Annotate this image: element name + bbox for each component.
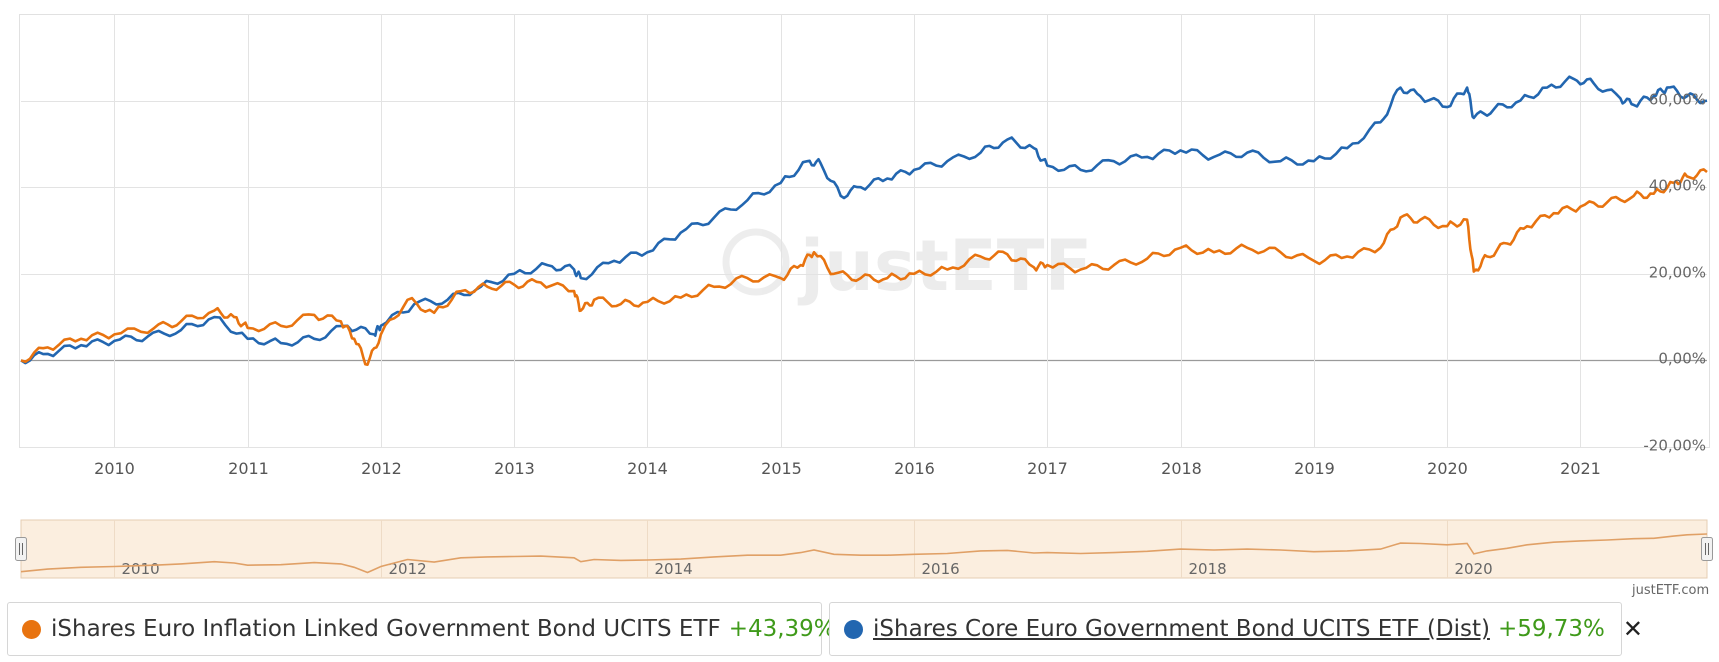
x-tick-label: 2018 <box>1161 459 1202 478</box>
legend-color-dot <box>844 620 863 639</box>
legend-item-core-gov-bond[interactable]: iShares Core Euro Government Bond UCITS … <box>829 602 1622 656</box>
navigator-tick-label: 2020 <box>1455 560 1493 578</box>
legend-item-inflation-linked[interactable]: iShares Euro Inflation Linked Government… <box>7 602 822 656</box>
y-tick-label: 40,00% <box>1649 177 1706 195</box>
y-tick-label: 0,00% <box>1658 350 1706 368</box>
x-axis: 2010 2011 2012 2013 2014 2015 2016 2017 2018 2019… <box>94 459 1601 478</box>
credit-link[interactable]: justETF.com <box>1632 583 1709 598</box>
navigator-tick-label: 2016 <box>922 560 960 578</box>
navigator[interactable]: 2010 2012 2014 2016 2018 2020 <box>16 520 1713 578</box>
navigator-tick-label: 2018 <box>1189 560 1227 578</box>
chart-widget: justETF 60,00% 40,00% 20,00% 0,00% -20,00% 2… <box>0 0 1719 662</box>
x-tick-label: 2017 <box>1027 459 1068 478</box>
x-tick-label: 2014 <box>627 459 668 478</box>
legend-series-performance: +59,73% <box>1498 616 1605 642</box>
x-tick-label: 2020 <box>1427 459 1468 478</box>
remove-series-icon[interactable]: ✕ <box>1623 615 1643 643</box>
x-tick-label: 2010 <box>94 459 135 478</box>
navigator-tick-label: 2010 <box>122 560 160 578</box>
y-tick-label: 20,00% <box>1649 264 1706 282</box>
legend-series-performance: +43,39% <box>729 616 836 642</box>
x-tick-label: 2019 <box>1294 459 1335 478</box>
navigator-handle-right[interactable] <box>1702 538 1713 561</box>
navigator-tick-label: 2014 <box>655 560 693 578</box>
x-tick-label: 2012 <box>361 459 402 478</box>
x-tick-label: 2013 <box>494 459 535 478</box>
y-tick-label: -20,00% <box>1643 437 1706 455</box>
performance-chart: justETF 60,00%40,00%20,00%0,00%-20,00% 2… <box>0 0 1719 600</box>
legend-series-name: iShares Euro Inflation Linked Government… <box>51 616 721 642</box>
x-tick-label: 2016 <box>894 459 935 478</box>
legend-series-link[interactable]: iShares Core Euro Government Bond UCITS … <box>873 616 1490 642</box>
legend-color-dot <box>22 620 41 639</box>
x-tick-label: 2021 <box>1560 459 1601 478</box>
x-tick-label: 2011 <box>228 459 269 478</box>
y-tick-label: 60,00% <box>1649 91 1706 109</box>
navigator-handle-left[interactable] <box>16 538 27 561</box>
x-tick-label: 2015 <box>761 459 802 478</box>
